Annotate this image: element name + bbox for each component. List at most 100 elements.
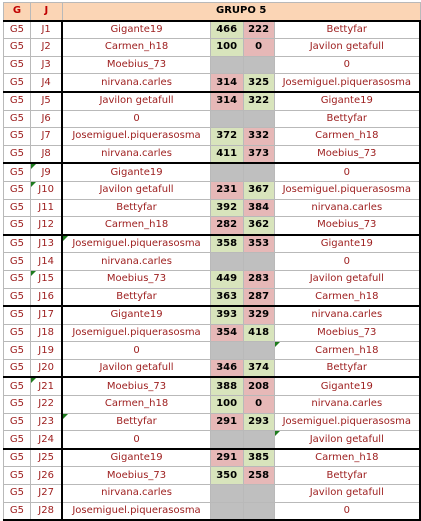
away-player-cell[interactable]: Carmen_h18 xyxy=(273,341,421,360)
away-score-cell[interactable]: 283 xyxy=(242,269,275,289)
round-cell[interactable]: J14 xyxy=(29,252,64,271)
away-score-cell[interactable]: 374 xyxy=(242,358,275,378)
group-cell[interactable]: G5 xyxy=(3,287,31,307)
home-score-cell[interactable]: 466 xyxy=(209,19,244,40)
home-score-cell[interactable]: 392 xyxy=(209,198,244,218)
group-cell[interactable]: G5 xyxy=(3,305,31,325)
home-player-cell[interactable]: Javilon getafull xyxy=(61,358,211,378)
away-score-cell[interactable]: 384 xyxy=(242,198,275,218)
round-cell[interactable]: J15 xyxy=(29,269,64,289)
group-title[interactable]: GRUPO 5 xyxy=(61,1,421,22)
round-cell[interactable]: J5 xyxy=(29,90,64,111)
round-cell[interactable]: J13 xyxy=(29,233,64,254)
round-cell[interactable]: J1 xyxy=(29,19,64,40)
away-score-cell[interactable] xyxy=(242,252,275,271)
group-cell[interactable]: G5 xyxy=(3,198,31,218)
away-score-cell[interactable]: 373 xyxy=(242,144,275,164)
away-score-cell[interactable]: 322 xyxy=(242,90,275,111)
home-player-cell[interactable]: Carmen_h18 xyxy=(61,216,211,236)
round-cell[interactable]: J11 xyxy=(29,198,64,218)
group-cell[interactable]: G5 xyxy=(3,90,31,111)
home-player-cell[interactable]: Moebius_73 xyxy=(61,376,211,397)
group-cell[interactable]: G5 xyxy=(3,180,31,200)
home-score-cell[interactable]: 354 xyxy=(209,323,244,343)
round-cell[interactable]: J6 xyxy=(29,109,64,129)
round-cell[interactable]: J10 xyxy=(29,180,64,200)
away-player-cell[interactable]: Moebius_73 xyxy=(273,144,421,164)
round-cell[interactable]: J24 xyxy=(29,430,64,450)
away-score-cell[interactable]: 208 xyxy=(242,376,275,397)
away-score-cell[interactable]: 385 xyxy=(242,447,275,468)
away-score-cell[interactable]: 332 xyxy=(242,127,275,146)
group-cell[interactable]: G5 xyxy=(3,162,31,182)
away-player-cell[interactable]: nirvana.carles xyxy=(273,198,421,218)
away-player-cell[interactable]: nirvana.carles xyxy=(273,305,421,325)
home-player-cell[interactable]: Josemiguel.piquerasosma xyxy=(61,501,211,521)
group-cell[interactable]: G5 xyxy=(3,484,31,503)
group-cell[interactable]: G5 xyxy=(3,430,31,450)
away-score-cell[interactable]: 258 xyxy=(242,466,275,486)
away-score-cell[interactable]: 325 xyxy=(242,73,275,93)
round-cell[interactable]: J12 xyxy=(29,216,64,236)
home-player-cell[interactable]: nirvana.carles xyxy=(61,73,211,93)
home-score-cell[interactable] xyxy=(209,162,244,182)
away-score-cell[interactable]: 362 xyxy=(242,216,275,236)
home-player-cell[interactable]: Javilon getafull xyxy=(61,90,211,111)
away-score-cell[interactable]: 222 xyxy=(242,19,275,40)
away-player-cell[interactable]: 0 xyxy=(273,501,421,521)
group-cell[interactable]: G5 xyxy=(3,19,31,40)
home-player-cell[interactable]: 0 xyxy=(61,341,211,360)
home-score-cell[interactable]: 449 xyxy=(209,269,244,289)
group-cell[interactable]: G5 xyxy=(3,127,31,146)
group-cell[interactable]: G5 xyxy=(3,109,31,129)
home-player-cell[interactable]: Carmen_h18 xyxy=(61,395,211,414)
round-cell[interactable]: J9 xyxy=(29,162,64,182)
home-score-cell[interactable]: 363 xyxy=(209,287,244,307)
group-cell[interactable]: G5 xyxy=(3,252,31,271)
header-cell-g[interactable]: G xyxy=(3,1,31,22)
home-score-cell[interactable] xyxy=(209,430,244,450)
away-player-cell[interactable]: Gigante19 xyxy=(273,376,421,397)
home-player-cell[interactable]: Gigante19 xyxy=(61,447,211,468)
home-player-cell[interactable]: Gigante19 xyxy=(61,19,211,40)
group-cell[interactable]: G5 xyxy=(3,501,31,521)
away-score-cell[interactable] xyxy=(242,162,275,182)
round-cell[interactable]: J4 xyxy=(29,73,64,93)
away-score-cell[interactable] xyxy=(242,55,275,75)
away-player-cell[interactable]: nirvana.carles xyxy=(273,395,421,414)
home-score-cell[interactable]: 100 xyxy=(209,395,244,414)
away-score-cell[interactable] xyxy=(242,109,275,129)
home-score-cell[interactable] xyxy=(209,55,244,75)
round-cell[interactable]: J18 xyxy=(29,323,64,343)
home-score-cell[interactable]: 291 xyxy=(209,412,244,432)
away-player-cell[interactable]: Moebius_73 xyxy=(273,323,421,343)
away-player-cell[interactable]: Carmen_h18 xyxy=(273,127,421,146)
home-score-cell[interactable]: 100 xyxy=(209,38,244,57)
home-player-cell[interactable]: Bettyfar xyxy=(61,412,211,432)
group-cell[interactable]: G5 xyxy=(3,144,31,164)
away-player-cell[interactable]: 0 xyxy=(273,55,421,75)
away-player-cell[interactable]: Javilon getafull xyxy=(273,38,421,57)
round-cell[interactable]: J25 xyxy=(29,447,64,468)
away-player-cell[interactable]: Javilon getafull xyxy=(273,430,421,450)
group-cell[interactable]: G5 xyxy=(3,323,31,343)
group-cell[interactable]: G5 xyxy=(3,412,31,432)
home-player-cell[interactable]: nirvana.carles xyxy=(61,252,211,271)
home-score-cell[interactable] xyxy=(209,501,244,521)
home-score-cell[interactable]: 346 xyxy=(209,358,244,378)
away-player-cell[interactable]: 0 xyxy=(273,252,421,271)
round-cell[interactable]: J2 xyxy=(29,38,64,57)
away-player-cell[interactable]: Josemiguel.piquerasosma xyxy=(273,180,421,200)
away-score-cell[interactable]: 329 xyxy=(242,305,275,325)
away-score-cell[interactable]: 293 xyxy=(242,412,275,432)
away-score-cell[interactable]: 353 xyxy=(242,233,275,254)
away-player-cell[interactable]: Josemiguel.piquerasosma xyxy=(273,412,421,432)
home-player-cell[interactable]: Moebius_73 xyxy=(61,466,211,486)
home-score-cell[interactable]: 358 xyxy=(209,233,244,254)
home-player-cell[interactable]: Gigante19 xyxy=(61,305,211,325)
home-score-cell[interactable]: 282 xyxy=(209,216,244,236)
group-cell[interactable]: G5 xyxy=(3,341,31,360)
group-cell[interactable]: G5 xyxy=(3,233,31,254)
group-cell[interactable]: G5 xyxy=(3,358,31,378)
round-cell[interactable]: J7 xyxy=(29,127,64,146)
